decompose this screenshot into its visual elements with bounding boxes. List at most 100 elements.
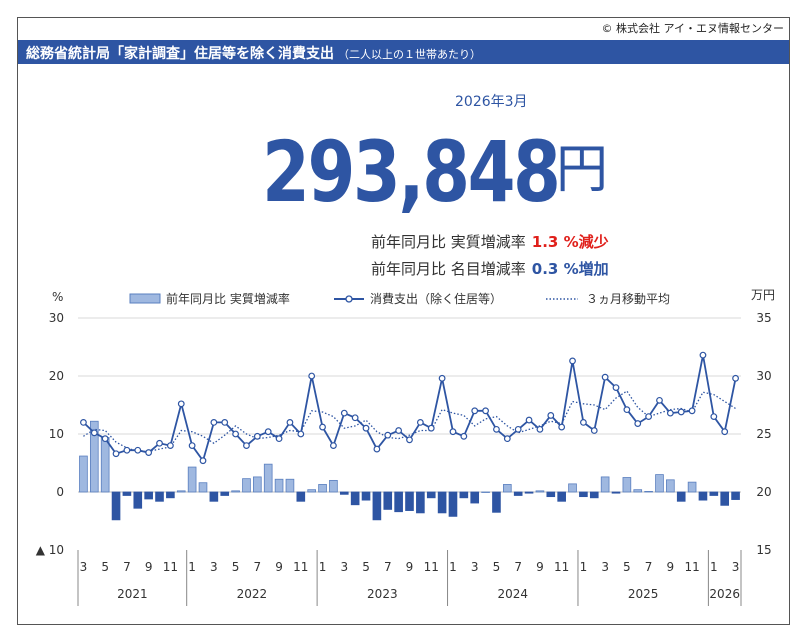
spending-point [373,445,381,453]
bar-real-change [79,455,88,493]
bar-real-change [144,491,153,500]
bar-real-change [448,491,458,517]
bar-real-change [666,479,675,493]
bar-real-change [557,491,566,502]
x-tick-label: 5 [493,560,501,574]
bar-real-change [383,491,393,510]
bar-real-change [339,491,349,495]
bar-real-change [426,491,436,499]
spending-point [721,428,729,436]
bar-real-change [285,478,295,493]
bar-real-change [437,491,447,514]
spending-point [547,412,555,419]
spending-point [406,436,413,444]
year-label: 2021 [117,587,148,601]
nominal-rate-label: 前年同月比 名目増減率 [371,260,526,278]
bar-real-change [296,491,306,502]
spending-point [580,419,587,426]
x-tick-label: 3 [601,560,609,574]
bar-real-change [622,477,632,493]
x-tick-label: 5 [101,560,109,574]
spending-point [656,396,663,404]
real-rate-label: 前年同月比 実質増減率 [371,233,526,251]
x-tick-label: 1 [188,560,196,574]
right-tick-label: 35 [756,311,771,325]
spending-point [264,428,272,436]
moving-average-line [83,390,736,453]
bar-real-change [394,491,403,513]
spending-point [514,425,522,433]
bar-real-change [329,479,338,493]
header-bar: 総務省統計局「家計調査」住居等を除く消費支出 （二人以上の１世帯あたり） [18,40,789,64]
legend-label-bars: 前年同月比 実質増減率 [166,291,290,306]
bar-real-change [372,491,382,521]
spending-point [308,372,316,380]
x-tick-label: 7 [123,560,131,574]
legend-swatch-marker [345,295,353,303]
bar-real-change [503,484,512,493]
legend-label-ma: ３ヵ月移動平均 [586,292,670,306]
year-label: 2025 [628,587,659,601]
bar-real-change [318,484,327,493]
bar-real-change [111,491,121,521]
spending-point [156,439,163,447]
x-tick-label: 11 [293,560,308,574]
title-subtitle: （二人以上の１世帯あたり） [338,48,481,61]
spending-unit: 円 [556,140,609,200]
bar-real-change [361,491,371,501]
spending-point [221,419,229,426]
spending-point [416,419,424,426]
x-tick-label: 5 [623,560,631,574]
spending-point [536,425,544,433]
spending-point [297,430,305,438]
spending-point [351,414,359,422]
spending-point [362,424,370,432]
spending-point [232,430,239,438]
spending-point [112,450,120,458]
bar-real-change [513,491,523,496]
bar-real-change [600,476,610,493]
right-tick-label: 20 [756,485,771,499]
nominal-rate-value: 0.3 %増加 [531,260,609,278]
left-tick-label: ▲ 10 [36,543,64,557]
nominal-rate-row: 前年同月比 名目増減率 0.3 %増加 [371,258,609,279]
page-frame: © 株式会社 アイ・エヌ情報センター 総務省統計局「家計調査」住居等を除く消費支… [17,17,790,625]
bar-real-change [133,491,143,509]
spending-point [253,432,261,440]
spending-point [471,407,479,415]
spending-point [558,423,566,431]
bar-real-change [307,489,316,493]
bar-real-change [655,474,664,493]
x-tick-label: 3 [80,560,88,574]
spending-point [275,435,283,443]
bar-real-change [209,491,219,502]
x-tick-label: 9 [145,560,153,574]
bar-real-change [676,491,686,502]
bar-real-change [687,481,697,493]
right-axis-unit: 万円 [751,288,775,302]
bar-real-change [698,491,708,501]
spending-value: 293,848 [262,123,561,221]
x-tick-label: 3 [471,560,479,574]
spending-point [601,373,609,381]
bar-real-change [568,483,577,493]
year-label: 2026 [709,587,740,601]
spending-point [384,431,392,439]
bar-real-change [611,491,621,494]
x-tick-label: 1 [319,560,327,574]
bar-real-change [405,491,414,511]
x-tick-label: 7 [254,560,262,574]
spending-point [123,446,131,454]
bar-real-change [644,491,653,493]
x-tick-label: 1 [710,560,718,574]
spending-point [710,413,718,421]
spending-point [330,442,337,450]
spending-point [243,442,250,450]
x-tick-label: 11 [163,560,178,574]
right-tick-label: 30 [756,369,771,383]
x-tick-label: 9 [275,560,283,574]
spending-point [677,408,685,416]
bar-real-change [633,489,643,493]
spending-point [199,457,207,465]
spending-point [623,406,631,414]
